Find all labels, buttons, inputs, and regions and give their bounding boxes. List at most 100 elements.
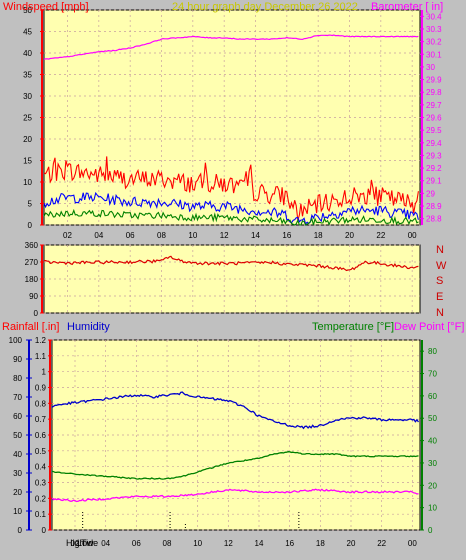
top-x-tick-label: 20	[345, 231, 354, 240]
wind-direction-axes: 0 90 180 270 360	[25, 241, 44, 318]
baro-y-tick-label: 29	[426, 189, 435, 198]
baro-y-tick-label: 30.2	[426, 38, 442, 47]
dir-y-tick-label: 0	[34, 309, 39, 318]
rain-y-tick-label: 0.1	[35, 510, 47, 519]
baro-y-tick-label: 29.5	[426, 126, 442, 135]
rain-y-tick-label: 1.2	[35, 336, 47, 345]
humidity-temp-axes: 02 04 06 08 10 12 14 16 18 20 22 0000.10.20.30.40.5…	[9, 336, 438, 548]
humidity-y-tick-label: 70	[13, 393, 22, 402]
wind-y-tick-label: 35	[23, 71, 32, 80]
baro-y-tick-label: 29.6	[426, 114, 442, 123]
baro-y-tick-label: 30	[426, 63, 435, 72]
tide-low-label: Low	[77, 538, 94, 548]
temperature-line	[51, 451, 419, 480]
tide-high-label: High	[66, 538, 85, 548]
low-x-tick-label: 14	[255, 539, 264, 548]
low-x-tick-label: 06	[132, 539, 141, 548]
temp-y-tick-label: 70	[428, 370, 437, 379]
top-x-tick-label: 18	[314, 231, 323, 240]
windspeed-label: Windspeed [mph]	[3, 1, 89, 13]
dir-label-w: W	[436, 260, 447, 272]
rain-y-tick-label: 0	[42, 526, 47, 535]
wind-barometer-series	[43, 34, 419, 226]
dewpoint-line	[51, 488, 419, 503]
humidity-y-tick-label: 40	[13, 450, 22, 459]
baro-y-tick-label: 29.8	[426, 88, 442, 97]
top-x-tick-label: 04	[94, 231, 103, 240]
rain-y-tick-label: 0.7	[35, 415, 47, 424]
wind-y-tick-label: 50	[23, 6, 32, 15]
wind-direction-series	[44, 255, 419, 272]
low-x-tick-label: 18	[316, 539, 325, 548]
humidity-line	[51, 391, 420, 430]
baro-y-tick-label: 29.3	[426, 151, 442, 160]
humidity-temp-series	[51, 391, 420, 530]
humidity-y-tick-label: 90	[13, 355, 22, 364]
barometer-line	[43, 34, 419, 60]
top-x-tick-label: 00	[408, 231, 417, 240]
low-x-tick-label: 22	[377, 539, 386, 548]
top-x-tick-label: 08	[157, 231, 166, 240]
wind-barometer-plot-area	[43, 9, 421, 226]
rain-y-tick-label: 0.3	[35, 479, 47, 488]
wind-y-tick-label: 5	[28, 200, 33, 209]
temp-y-tick-label: 60	[428, 392, 437, 401]
top-x-tick-label: 16	[282, 231, 291, 240]
top-x-tick-label: 02	[63, 231, 72, 240]
low-x-tick-label: 04	[101, 539, 110, 548]
wind-y-tick-label: 20	[23, 135, 32, 144]
dir-y-tick-label: 180	[25, 275, 39, 284]
wind-y-tick-label: 10	[23, 178, 32, 187]
wind-direction-line	[44, 255, 419, 272]
baro-y-tick-label: 29.2	[426, 164, 442, 173]
dir-label-n-top: N	[436, 244, 444, 256]
low-x-tick-label: 16	[285, 539, 294, 548]
wind-y-tick-label: 45	[23, 28, 32, 37]
rainfall-label: Rainfall [.in]	[2, 321, 59, 333]
low-x-tick-label: 10	[193, 539, 202, 548]
chart-title: 24 hour graph day December 26 2022	[172, 1, 358, 13]
wind-gust-line	[43, 156, 419, 221]
humidity-y-tick-label: 0	[18, 526, 23, 535]
humidity-y-tick-label: 30	[13, 469, 22, 478]
low-x-tick-label: 12	[224, 539, 233, 548]
rain-y-tick-label: 0.2	[35, 494, 47, 503]
wind-y-tick-label: 25	[23, 114, 32, 123]
top-x-tick-label: 12	[220, 231, 229, 240]
rain-y-tick-label: 1.1	[35, 352, 47, 361]
humidity-y-tick-label: 10	[13, 507, 22, 516]
dir-label-s: S	[436, 275, 443, 287]
dir-label-n-bottom: N	[436, 307, 444, 319]
dewpoint-label: Dew Point [°F]	[394, 321, 464, 333]
humidity-y-tick-label: 50	[13, 431, 22, 440]
temp-y-tick-label: 50	[428, 414, 437, 423]
baro-y-tick-label: 30.4	[426, 12, 442, 21]
dir-label-e: E	[436, 291, 443, 303]
wind-avg-line	[43, 191, 419, 226]
baro-y-tick-label: 30.3	[426, 25, 442, 34]
humidity-label: Humidity	[67, 321, 110, 333]
temp-y-tick-label: 80	[428, 347, 437, 356]
dir-y-tick-label: 360	[25, 241, 39, 250]
baro-y-tick-label: 29.1	[426, 177, 442, 186]
rain-y-tick-label: 0.6	[35, 431, 47, 440]
wind-y-tick-label: 40	[23, 49, 32, 58]
low-x-tick-label: 20	[347, 539, 356, 548]
wind-low-line	[43, 208, 419, 226]
wind-barometer-axes: 02 04 06 08 10 12 14 16 18 20 22 000510152025303540…	[23, 6, 442, 240]
temp-y-tick-label: 30	[428, 459, 437, 468]
temp-y-tick-label: 40	[428, 437, 437, 446]
temperature-label: Temperature [°F]	[312, 321, 394, 333]
rain-y-tick-label: 0.9	[35, 384, 47, 393]
humidity-y-tick-label: 60	[13, 412, 22, 421]
wind-direction-grid	[44, 244, 420, 314]
dir-y-tick-label: 90	[29, 292, 38, 301]
rain-y-tick-label: 0.5	[35, 447, 47, 456]
humidity-y-tick-label: 100	[9, 336, 23, 345]
top-x-tick-label: 06	[126, 231, 135, 240]
wind-barometer-grid	[44, 9, 420, 226]
rain-y-tick-label: 0.4	[35, 463, 47, 472]
low-x-tick-label: 02	[71, 539, 80, 548]
wind-y-tick-label: 15	[23, 157, 32, 166]
wind-y-tick-label: 0	[28, 221, 33, 230]
